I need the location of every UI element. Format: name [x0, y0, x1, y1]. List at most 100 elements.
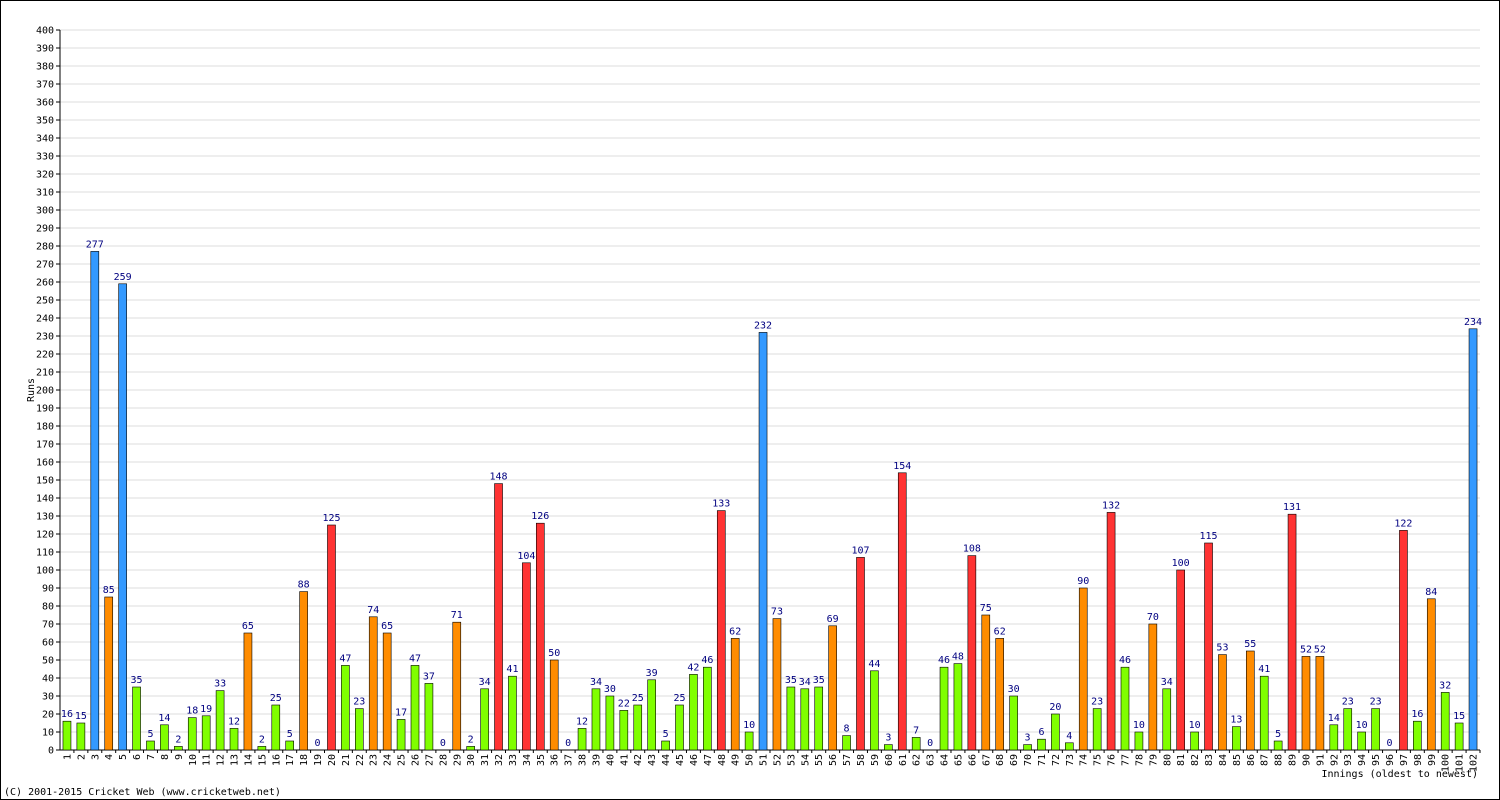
x-tick-label: 79 — [1148, 754, 1159, 766]
bar — [772, 618, 782, 751]
value-label: 3 — [1025, 733, 1031, 744]
x-tick-label: 83 — [1204, 754, 1215, 766]
x-tick-label: 9 — [174, 754, 185, 760]
x-tick-label: 99 — [1427, 754, 1438, 766]
bar — [215, 690, 225, 751]
value-label: 46 — [938, 655, 950, 666]
bar — [132, 686, 141, 751]
x-tick-label: 7 — [146, 754, 157, 760]
bar — [355, 708, 364, 751]
bar — [257, 746, 267, 751]
y-tick-label: 180 — [36, 422, 54, 433]
bar — [118, 283, 127, 751]
x-tick-label: 12 — [216, 754, 227, 766]
bar — [396, 719, 406, 751]
value-label: 39 — [646, 668, 658, 679]
value-label: 18 — [186, 706, 198, 717]
value-label: 12 — [576, 716, 588, 727]
x-tick-label: 81 — [1176, 754, 1187, 766]
bar — [341, 665, 350, 751]
y-tick-label: 130 — [36, 512, 54, 523]
x-tick-label: 3 — [90, 754, 101, 760]
value-label: 14 — [1328, 713, 1340, 724]
bar — [522, 562, 531, 751]
x-tick-label: 68 — [995, 754, 1006, 766]
footer: (C) 2001-2015 Cricket Web (www.cricketwe… — [4, 787, 281, 798]
bar — [1023, 744, 1032, 751]
x-tick-label: 1 — [62, 754, 73, 760]
x-tick-label: 72 — [1051, 754, 1062, 766]
bar — [146, 740, 155, 751]
x-tick-label: 52 — [772, 754, 783, 766]
value-label: 23 — [353, 697, 365, 708]
bar — [939, 666, 949, 751]
bar — [995, 638, 1005, 751]
value-label: 0 — [440, 738, 446, 749]
value-label: 34 — [479, 677, 491, 688]
x-tick-label: 78 — [1134, 754, 1145, 766]
value-label: 75 — [980, 603, 992, 614]
y-tick-label: 350 — [36, 116, 54, 127]
value-label: 17 — [395, 707, 407, 718]
value-label: 133 — [712, 499, 730, 510]
y-tick-label: 270 — [36, 260, 54, 271]
value-label: 277 — [86, 239, 104, 250]
value-label: 30 — [604, 684, 616, 695]
bar — [1468, 328, 1478, 751]
bar — [382, 632, 392, 751]
x-tick-label: 61 — [898, 754, 909, 766]
value-label: 131 — [1283, 502, 1301, 513]
x-tick-label: 54 — [800, 754, 811, 766]
bar — [856, 557, 865, 751]
value-label: 14 — [158, 713, 170, 724]
y-tick-label: 340 — [36, 134, 54, 145]
bar — [1065, 742, 1074, 751]
y-tick-label: 230 — [36, 332, 54, 343]
y-tick-label: 360 — [36, 98, 54, 109]
x-tick-label: 45 — [675, 754, 686, 766]
value-label: 10 — [1189, 720, 1201, 731]
bar — [744, 731, 754, 751]
x-tick-label: 38 — [578, 754, 589, 766]
x-tick-label: 20 — [327, 754, 338, 766]
bar — [243, 632, 253, 751]
bar — [1120, 666, 1130, 751]
bar — [160, 724, 169, 751]
y-tick-label: 10 — [42, 728, 54, 739]
value-label: 74 — [367, 605, 379, 616]
y-tick-label: 390 — [36, 44, 54, 55]
y-tick-label: 260 — [36, 278, 54, 289]
x-tick-label: 27 — [424, 754, 435, 766]
bar — [466, 746, 475, 751]
bar — [911, 737, 921, 751]
value-label: 73 — [771, 607, 783, 618]
x-tick-label: 91 — [1315, 754, 1326, 766]
y-tick-label: 170 — [36, 440, 54, 451]
bar — [647, 679, 656, 751]
value-label: 53 — [1216, 643, 1228, 654]
value-label: 62 — [994, 626, 1006, 637]
value-label: 69 — [827, 614, 839, 625]
y-tick-label: 370 — [36, 80, 54, 91]
value-label: 100 — [1172, 558, 1190, 569]
y-tick-label: 0 — [48, 746, 54, 757]
x-tick-label: 84 — [1218, 754, 1229, 766]
bar — [271, 704, 281, 751]
x-tick-label: 14 — [243, 754, 254, 766]
x-tick-label: 11 — [202, 754, 213, 766]
bar — [1232, 726, 1241, 751]
x-tick-label: 56 — [828, 754, 839, 766]
value-label: 35 — [813, 675, 825, 686]
x-tick-label: 58 — [856, 754, 867, 766]
bar — [368, 616, 378, 751]
bar — [494, 483, 503, 751]
y-tick-label: 240 — [36, 314, 54, 325]
value-label: 47 — [409, 653, 421, 664]
x-tick-label: 92 — [1329, 754, 1340, 766]
value-label: 65 — [381, 621, 393, 632]
bar — [1009, 695, 1018, 751]
value-label: 23 — [1370, 697, 1382, 708]
x-tick-label: 65 — [953, 754, 964, 766]
y-tick-label: 280 — [36, 242, 54, 253]
value-label: 52 — [1300, 644, 1312, 655]
